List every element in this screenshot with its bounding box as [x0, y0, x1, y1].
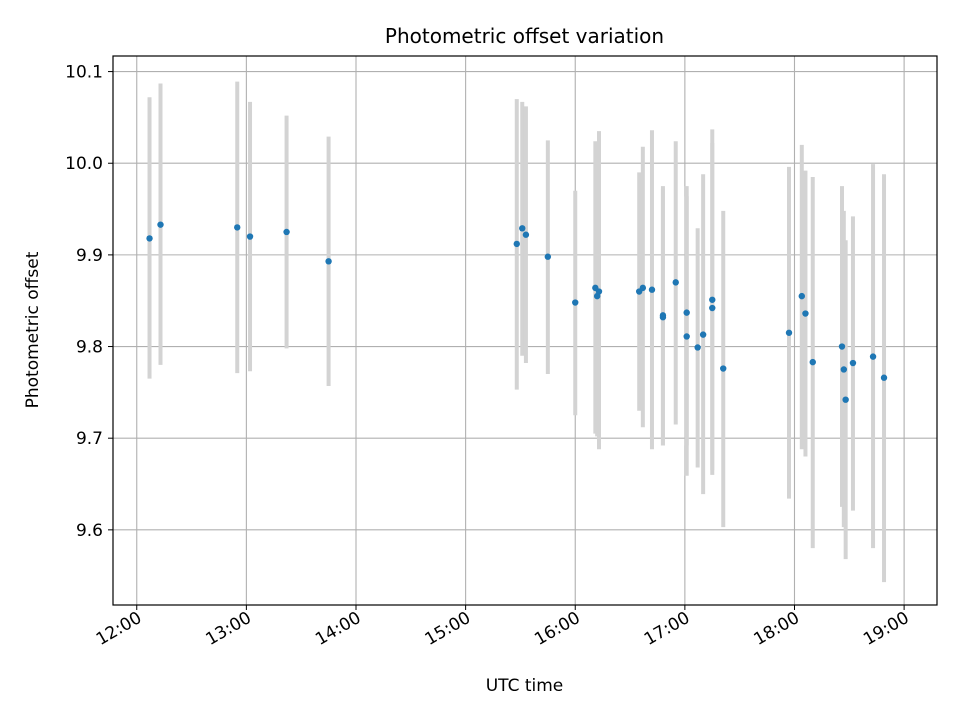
data-point	[157, 221, 164, 228]
y-tick-label: 9.8	[76, 338, 103, 358]
data-point	[802, 310, 809, 317]
data-point	[798, 292, 805, 300]
data-points	[146, 221, 888, 403]
data-point	[572, 299, 579, 306]
y-axis: 9.6 9.7 9.8 9.9 10.0 10.1	[65, 63, 113, 541]
chart-title: Photometric offset variation	[385, 24, 664, 48]
data-point	[785, 329, 793, 336]
y-tick-label: 10.0	[65, 154, 103, 174]
data-point	[699, 331, 707, 338]
data-point	[683, 309, 690, 316]
data-point	[544, 253, 552, 260]
data-point	[595, 288, 603, 295]
data-point	[325, 258, 332, 265]
data-point	[709, 304, 716, 312]
data-point	[694, 344, 701, 351]
data-point	[519, 225, 526, 232]
data-point	[880, 374, 888, 381]
data-point	[672, 279, 679, 286]
data-point	[659, 314, 667, 321]
data-point	[838, 343, 846, 350]
y-tick-label: 9.7	[76, 429, 103, 449]
data-point	[146, 235, 153, 242]
data-point	[869, 353, 877, 360]
data-point	[840, 366, 848, 373]
data-point	[246, 233, 254, 240]
data-point	[648, 286, 656, 293]
data-point	[639, 284, 647, 292]
data-point	[720, 365, 727, 372]
data-point	[234, 224, 241, 231]
data-point	[522, 231, 530, 238]
data-point	[283, 228, 290, 236]
x-axis-label: UTC time	[486, 676, 564, 696]
y-axis-label: Photometric offset	[23, 251, 43, 408]
data-point	[513, 240, 520, 248]
data-point	[683, 333, 690, 340]
data-point	[809, 358, 816, 366]
y-tick-label: 9.9	[76, 246, 103, 266]
data-point	[709, 296, 716, 303]
data-point	[842, 396, 849, 403]
y-tick-label: 9.6	[76, 521, 103, 541]
y-tick-label: 10.1	[65, 63, 103, 83]
plot-frame	[112, 55, 938, 606]
data-point	[849, 359, 857, 367]
